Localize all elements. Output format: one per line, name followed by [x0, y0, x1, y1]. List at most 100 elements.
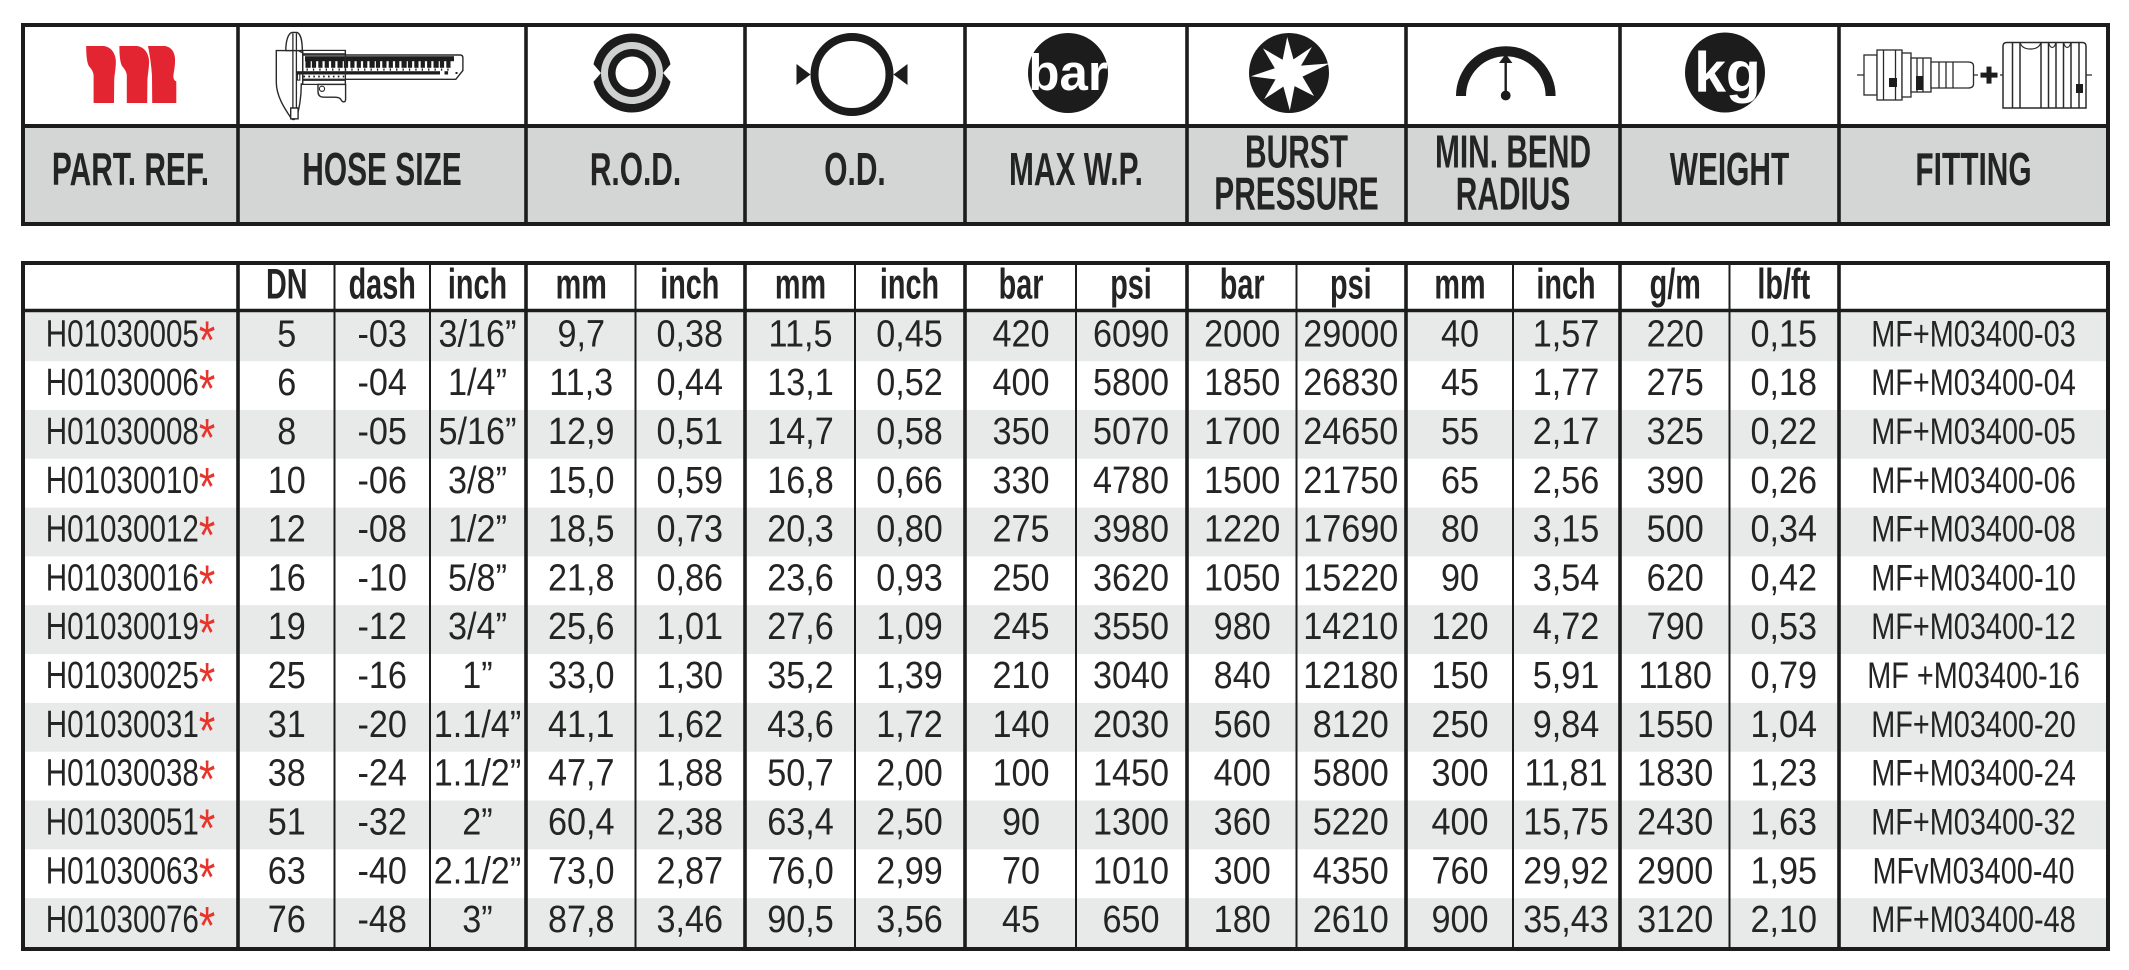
svg-text:45: 45: [1002, 898, 1040, 941]
svg-text:35,43: 35,43: [1523, 898, 1609, 941]
svg-text:MF+M03400-48: MF+M03400-48: [1871, 900, 2075, 941]
svg-text:1.1/2”: 1.1/2”: [434, 751, 521, 794]
svg-text:MF+M03400-32: MF+M03400-32: [1871, 802, 2075, 843]
svg-text:63,4: 63,4: [767, 800, 834, 843]
svg-text:-12: -12: [357, 605, 406, 648]
svg-text:inch: inch: [1536, 260, 1595, 308]
svg-text:3,46: 3,46: [657, 898, 724, 941]
svg-text:1180: 1180: [1638, 653, 1711, 696]
svg-text:400: 400: [992, 360, 1049, 403]
svg-text:2,00: 2,00: [876, 751, 943, 794]
svg-text:9,84: 9,84: [1533, 702, 1600, 745]
svg-text:1”: 1”: [462, 653, 492, 696]
svg-text:10: 10: [268, 458, 306, 501]
svg-text:2,99: 2,99: [876, 849, 943, 892]
svg-text:MAX W.P.: MAX W.P.: [1009, 145, 1143, 196]
svg-text:5,91: 5,91: [1533, 653, 1600, 696]
svg-text:1850: 1850: [1204, 360, 1280, 403]
svg-text:325: 325: [1647, 409, 1704, 452]
svg-text:3040: 3040: [1093, 653, 1169, 696]
svg-text:80: 80: [1441, 507, 1479, 550]
svg-text:3550: 3550: [1093, 605, 1169, 648]
svg-text:bar: bar: [1028, 44, 1108, 101]
svg-text:0,86: 0,86: [657, 556, 724, 599]
svg-text:lb/ft: lb/ft: [1757, 260, 1810, 308]
svg-text:-20: -20: [357, 702, 406, 745]
svg-text:-05: -05: [357, 409, 406, 452]
svg-text:1,09: 1,09: [876, 605, 943, 648]
svg-text:3,15: 3,15: [1533, 507, 1600, 550]
svg-text:6: 6: [277, 360, 296, 403]
svg-text:41,1: 41,1: [548, 702, 615, 745]
svg-text:5800: 5800: [1093, 360, 1169, 403]
svg-text:3120: 3120: [1637, 898, 1713, 941]
svg-text:210: 210: [992, 653, 1049, 696]
svg-text:bar: bar: [1220, 260, 1265, 308]
svg-text:MIN. BEND: MIN. BEND: [1435, 127, 1591, 178]
svg-text:1.1/4”: 1.1/4”: [434, 702, 521, 745]
svg-text:2610: 2610: [1313, 898, 1389, 941]
svg-text:0,26: 0,26: [1751, 458, 1818, 501]
svg-text:0,58: 0,58: [876, 409, 943, 452]
svg-text:40: 40: [1441, 312, 1479, 355]
svg-text:90,5: 90,5: [767, 898, 834, 941]
svg-text:245: 245: [992, 605, 1049, 648]
svg-text:3620: 3620: [1093, 556, 1169, 599]
svg-text:inch: inch: [660, 260, 719, 308]
svg-text:25: 25: [268, 653, 306, 696]
svg-text:MF+M03400-24: MF+M03400-24: [1871, 753, 2075, 794]
svg-text:2,17: 2,17: [1533, 409, 1600, 452]
svg-text:0,59: 0,59: [657, 458, 724, 501]
svg-text:MF+M03400-03: MF+M03400-03: [1871, 314, 2075, 355]
svg-text:27,6: 27,6: [767, 605, 834, 648]
svg-text:70: 70: [1002, 849, 1040, 892]
svg-text:12: 12: [268, 507, 306, 550]
svg-text:150: 150: [1431, 653, 1488, 696]
svg-text:25,6: 25,6: [548, 605, 615, 648]
svg-text:300: 300: [1431, 751, 1488, 794]
svg-text:3/16”: 3/16”: [439, 312, 517, 355]
svg-text:1,23: 1,23: [1751, 751, 1818, 794]
svg-text:60,4: 60,4: [548, 800, 615, 843]
svg-text:inch: inch: [880, 260, 939, 308]
svg-text:65: 65: [1441, 458, 1479, 501]
svg-text:400: 400: [1214, 751, 1271, 794]
svg-text:16: 16: [268, 556, 306, 599]
svg-text:-32: -32: [357, 800, 406, 843]
svg-text:33,0: 33,0: [548, 653, 615, 696]
svg-text:3/4”: 3/4”: [448, 605, 507, 648]
svg-text:5: 5: [277, 312, 296, 355]
svg-text:1,77: 1,77: [1533, 360, 1600, 403]
svg-text:43,6: 43,6: [767, 702, 834, 745]
svg-text:MF+M03400-10: MF+M03400-10: [1871, 558, 2075, 599]
svg-text:BURST: BURST: [1245, 127, 1348, 178]
svg-text:4,72: 4,72: [1533, 605, 1600, 648]
svg-text:3/8”: 3/8”: [448, 458, 507, 501]
svg-text:1050: 1050: [1204, 556, 1280, 599]
svg-text:11,3: 11,3: [549, 360, 613, 403]
svg-text:-06: -06: [357, 458, 406, 501]
svg-text:360: 360: [1214, 800, 1271, 843]
svg-text:MF+M03400-04: MF+M03400-04: [1871, 363, 2075, 404]
svg-text:0,73: 0,73: [657, 507, 724, 550]
svg-text:21,8: 21,8: [548, 556, 615, 599]
svg-text:21750: 21750: [1303, 458, 1398, 501]
svg-text:1,72: 1,72: [876, 702, 943, 745]
svg-text:-03: -03: [357, 312, 406, 355]
svg-text:1830: 1830: [1637, 751, 1713, 794]
svg-text:0,22: 0,22: [1751, 409, 1818, 452]
svg-text:-08: -08: [357, 507, 406, 550]
svg-text:140: 140: [992, 702, 1049, 745]
svg-text:1700: 1700: [1204, 409, 1280, 452]
svg-text:73,0: 73,0: [548, 849, 615, 892]
svg-text:2430: 2430: [1637, 800, 1713, 843]
svg-text:620: 620: [1647, 556, 1704, 599]
svg-text:mm: mm: [556, 260, 607, 308]
svg-text:20,3: 20,3: [767, 507, 834, 550]
svg-text:-04: -04: [357, 360, 406, 403]
svg-text:1450: 1450: [1093, 751, 1169, 794]
svg-text:18,5: 18,5: [548, 507, 615, 550]
svg-text:3”: 3”: [462, 898, 492, 941]
svg-text:1220: 1220: [1204, 507, 1280, 550]
svg-text:250: 250: [992, 556, 1049, 599]
